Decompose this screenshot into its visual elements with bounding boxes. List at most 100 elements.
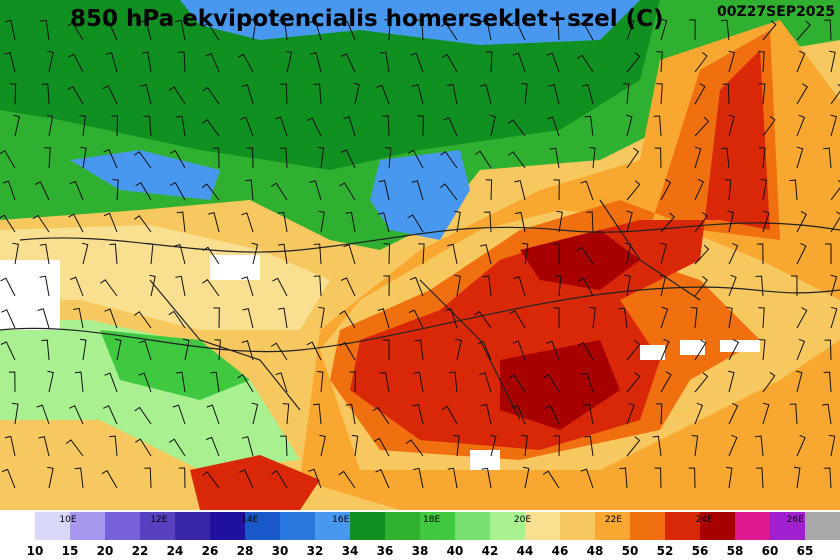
- wind-barb: [796, 434, 806, 457]
- wind-barb: [201, 183, 220, 201]
- level-label: 34: [342, 544, 359, 558]
- wind-barb: [447, 83, 458, 105]
- wind-barb: [515, 211, 526, 233]
- wind-barb: [521, 83, 528, 105]
- wind-barb: [652, 435, 662, 457]
- wind-barb: [202, 86, 220, 105]
- wind-barb: [619, 467, 628, 489]
- wind-barb: [485, 179, 493, 201]
- wind-barb: [789, 403, 798, 425]
- longitude-label: 10E: [59, 515, 76, 525]
- wind-barb: [624, 274, 631, 297]
- wind-barb: [176, 115, 186, 137]
- wind-barb: [553, 307, 560, 329]
- wind-barb: [512, 340, 526, 361]
- wind-barb: [654, 147, 662, 169]
- wind-barb: [480, 243, 492, 265]
- wind-barb: [44, 147, 51, 169]
- wind-barb: [580, 468, 594, 489]
- wind-barb: [626, 372, 641, 393]
- wind-barb: [141, 51, 152, 73]
- wind-barb: [241, 84, 254, 105]
- wind-barb: [659, 274, 667, 297]
- wind-barb: [626, 52, 641, 73]
- wind-barb: [417, 115, 424, 137]
- wind-barb: [379, 51, 390, 73]
- wind-barb: [140, 83, 152, 105]
- level-label: 22: [132, 544, 149, 558]
- wind-barb: [521, 242, 529, 265]
- color-swatch: [210, 512, 245, 540]
- wind-barb: [694, 83, 706, 105]
- colorbar: 10 15 20 22 24 26 28 30 32 34 36 38 40 42 44 46 48 50 52 56…: [0, 510, 840, 560]
- wind-barb: [0, 150, 16, 169]
- wind-barb: [345, 403, 356, 425]
- wind-barb: [578, 277, 594, 297]
- wind-barb: [176, 371, 186, 393]
- wind-barb: [382, 115, 390, 137]
- wind-barb: [309, 20, 322, 41]
- wind-barb: [37, 308, 50, 329]
- wind-barb: [577, 21, 594, 41]
- longitude-label: 14E: [241, 515, 258, 525]
- wind-barb: [102, 21, 118, 41]
- wind-barb: [454, 274, 461, 297]
- wind-barb: [509, 310, 526, 329]
- wind-barb: [418, 243, 425, 265]
- wind-barb: [653, 115, 662, 137]
- wind-barb: [448, 371, 458, 393]
- color-swatch: [35, 512, 70, 540]
- wind-barb: [474, 311, 492, 329]
- green-zone: [100, 330, 250, 400]
- wind-barb: [689, 19, 696, 41]
- wind-barb: [762, 115, 776, 137]
- wind-barb: [169, 181, 186, 201]
- level-label: 40: [447, 544, 464, 558]
- dark-red-zone: [500, 230, 640, 430]
- color-swatch: [350, 512, 385, 540]
- wind-barb: [278, 243, 288, 265]
- wind-barb: [202, 246, 220, 265]
- wind-barb: [111, 115, 119, 137]
- wind-barb: [205, 52, 220, 73]
- wind-barb: [41, 83, 50, 105]
- wind-barb: [413, 467, 424, 489]
- wind-barb: [202, 22, 220, 41]
- wind-barb: [581, 372, 594, 393]
- wind-barb: [175, 19, 186, 41]
- wind-barb: [762, 402, 770, 425]
- wind-barb: [38, 435, 50, 457]
- wind-barb: [277, 211, 288, 233]
- wind-barb: [275, 372, 288, 393]
- wind-barb: [411, 83, 424, 105]
- wind-barb: [168, 86, 186, 105]
- wind-barb: [830, 114, 838, 137]
- level-label: 32: [307, 544, 324, 558]
- wind-barb: [755, 467, 764, 489]
- wind-barb: [74, 467, 84, 489]
- wind-barb: [340, 149, 356, 169]
- wind-barb: [134, 406, 152, 425]
- wind-barb: [308, 468, 322, 489]
- wind-barb: [138, 372, 152, 393]
- wind-barb: [479, 372, 492, 393]
- wind-barb: [81, 242, 89, 265]
- wind-barb: [660, 179, 672, 201]
- wind-barb: [474, 150, 492, 169]
- wind-barb: [439, 183, 458, 201]
- wind-barb: [377, 212, 390, 233]
- wind-barb: [626, 402, 635, 425]
- wind-barb: [384, 19, 391, 41]
- wind-barb: [168, 438, 186, 457]
- color-swatch: [455, 512, 490, 540]
- color-swatch: [665, 512, 700, 540]
- wind-barb: [176, 211, 186, 233]
- wind-barb: [384, 147, 392, 169]
- wind-barb: [489, 114, 496, 137]
- wind-barb: [378, 179, 390, 201]
- wind-barb: [656, 51, 663, 73]
- wind-barb: [758, 83, 766, 105]
- wind-barb: [353, 82, 360, 105]
- wind-barb: [339, 182, 356, 201]
- wind-barb: [316, 371, 324, 393]
